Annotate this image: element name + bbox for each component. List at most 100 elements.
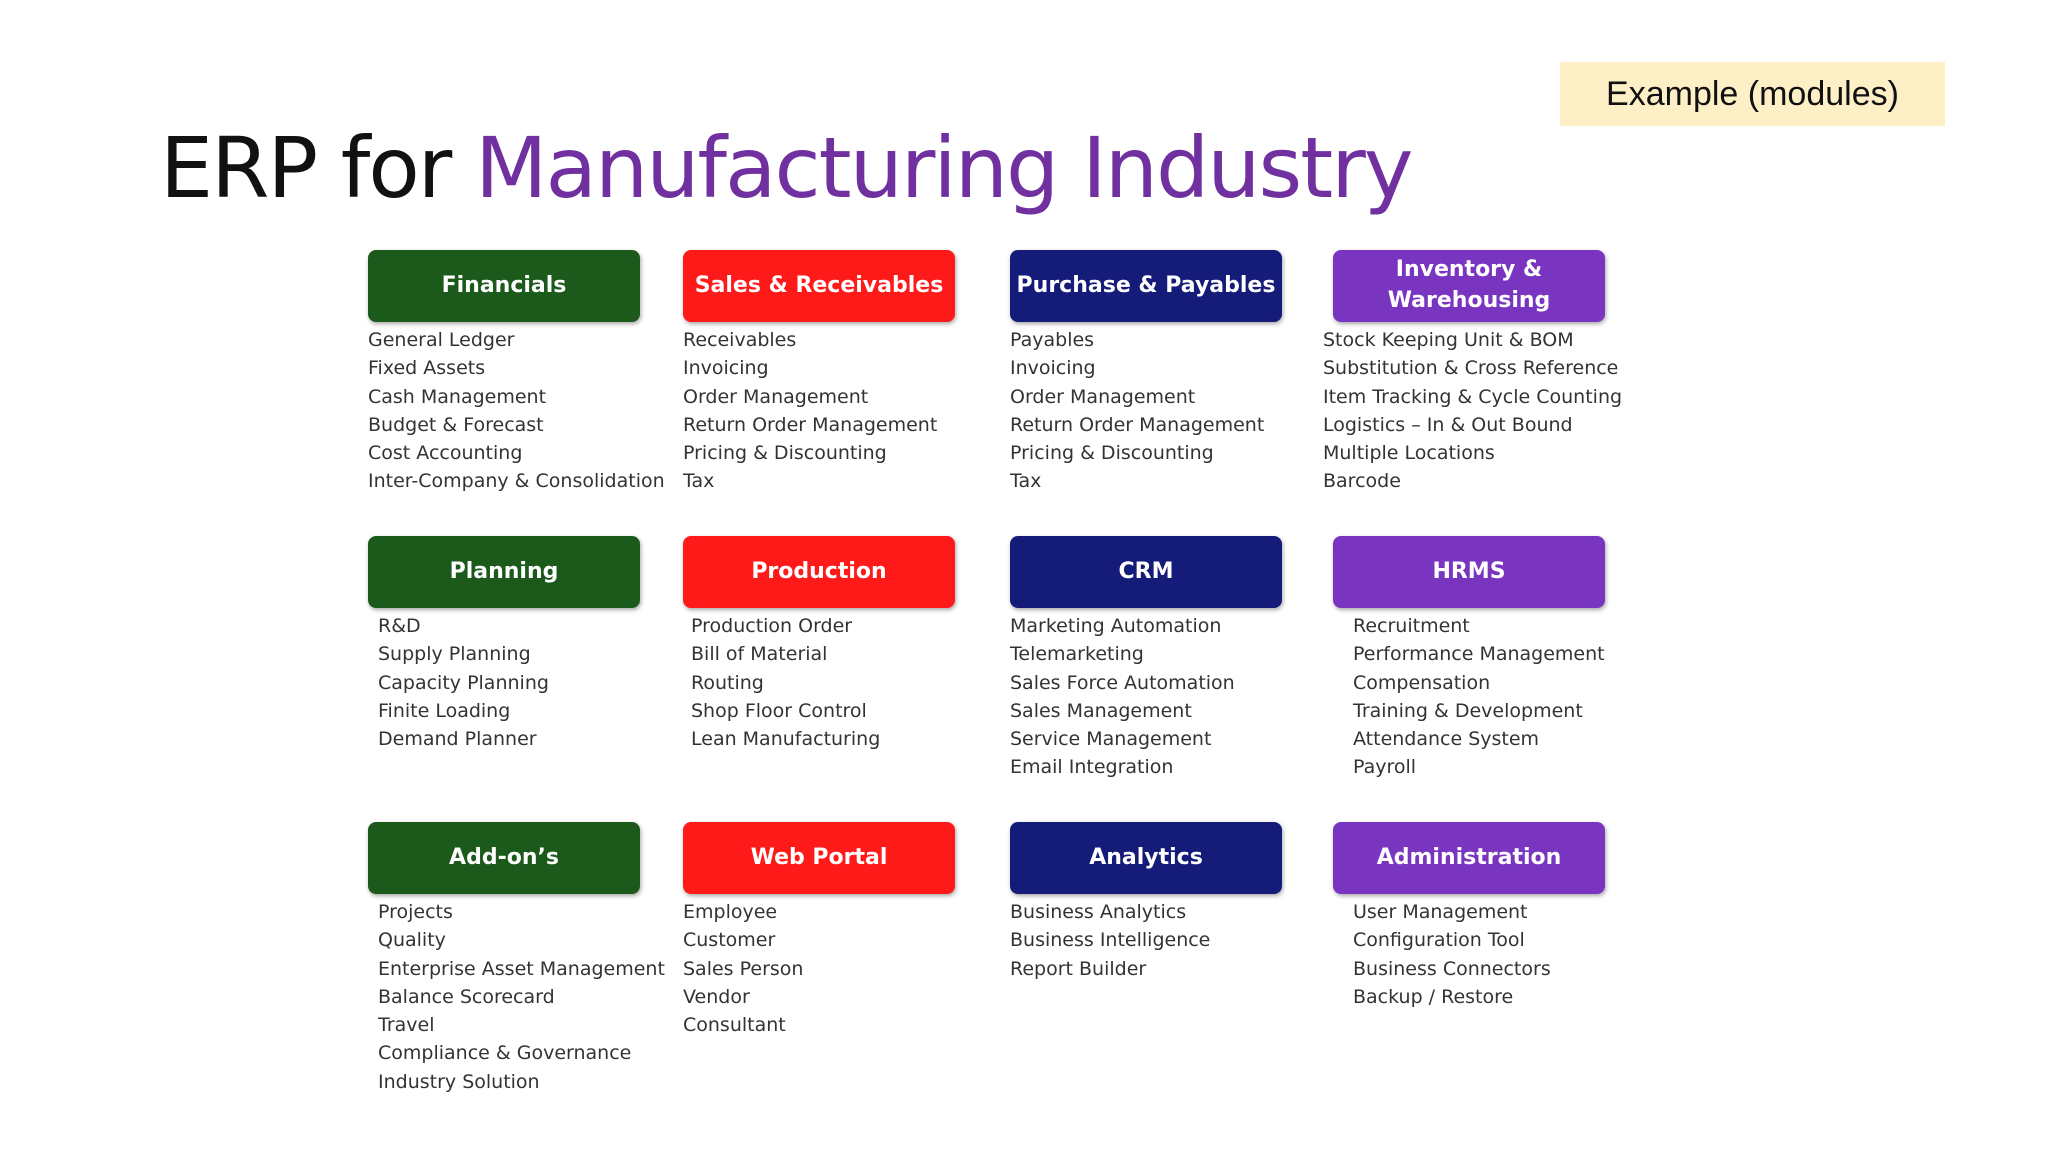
module-item: Email Integration bbox=[1010, 756, 1174, 779]
module-item-list: Stock Keeping Unit & BOM Substitution & C… bbox=[1323, 326, 1622, 496]
module-item: Balance Scorecard bbox=[378, 985, 555, 1008]
module-item: Supply Planning bbox=[378, 643, 531, 666]
module-item: Demand Planner bbox=[378, 728, 537, 751]
module-item-list: Business Analytics Business Intelligence R… bbox=[1010, 898, 1282, 983]
module-item: Enterprise Asset Management bbox=[378, 957, 665, 980]
module-title: Analytics bbox=[1089, 844, 1203, 870]
module-item: Compensation bbox=[1353, 671, 1491, 694]
example-modules-tag: Example (modules) bbox=[1560, 62, 1945, 126]
module-item: Sales Force Automation bbox=[1010, 671, 1235, 694]
module-header: Add-on’s bbox=[368, 822, 640, 894]
module-item: Business Analytics bbox=[1010, 901, 1187, 923]
module-item: Marketing Automation bbox=[1010, 615, 1222, 637]
page-title: ERP for Manufacturing Industry bbox=[160, 118, 1413, 219]
module-add-ons: Add-on’s Projects Quality Enterprise Asset … bbox=[368, 822, 665, 1096]
module-administration: Administration User Management Configurati… bbox=[1333, 822, 1605, 1011]
module-header: Planning bbox=[368, 536, 640, 608]
module-item: Payroll bbox=[1353, 756, 1417, 779]
module-crm: CRM Marketing Automation Telemarketing Sale… bbox=[1010, 536, 1282, 782]
module-item-list: Recruitment Performance Management Compens… bbox=[1353, 612, 1605, 782]
module-header: CRM bbox=[1010, 536, 1282, 608]
module-item: Bill of Material bbox=[691, 643, 828, 666]
module-item: Invoicing bbox=[683, 357, 769, 380]
module-item: Routing bbox=[691, 671, 764, 694]
module-header: Inventory & Warehousing bbox=[1333, 250, 1605, 322]
module-title: Financials bbox=[441, 272, 567, 298]
module-item: Tax bbox=[1010, 470, 1042, 493]
module-item: Industry Solution bbox=[378, 1070, 540, 1093]
module-item: Consultant bbox=[683, 1014, 786, 1037]
module-item: Order Management bbox=[1010, 385, 1196, 408]
module-title: CRM bbox=[1118, 558, 1174, 584]
module-title: Add-on’s bbox=[449, 844, 559, 870]
module-title: Administration bbox=[1376, 844, 1562, 870]
module-item: R&D bbox=[378, 615, 421, 637]
module-purchase-payables: Purchase & Payables Payables Invoicing Orde… bbox=[1010, 250, 1282, 496]
module-header: Web Portal bbox=[683, 822, 955, 894]
module-item: Employee bbox=[683, 901, 778, 923]
module-item: Barcode bbox=[1323, 470, 1401, 493]
module-item: Capacity Planning bbox=[378, 671, 549, 694]
module-item: Cost Accounting bbox=[368, 442, 523, 465]
module-title: Sales & Receivables bbox=[694, 272, 944, 298]
module-item: Pricing & Discounting bbox=[683, 442, 887, 465]
module-item: Sales Person bbox=[683, 957, 804, 980]
module-item: Service Management bbox=[1010, 728, 1212, 751]
module-item: Compliance & Governance bbox=[378, 1042, 632, 1065]
module-header: Sales & Receivables bbox=[683, 250, 955, 322]
module-item: Return Order Management bbox=[683, 413, 938, 436]
module-item-list: General Ledger Fixed Assets Cash Managemen… bbox=[368, 326, 665, 496]
module-item-list: Projects Quality Enterprise Asset Manageme… bbox=[378, 898, 665, 1096]
module-item: Production Order bbox=[691, 615, 853, 637]
module-item: Inter-Company & Consolidation bbox=[368, 470, 665, 493]
module-header: Production bbox=[683, 536, 955, 608]
module-title: HRMS bbox=[1432, 558, 1506, 584]
module-item: Return Order Management bbox=[1010, 413, 1265, 436]
module-item: General Ledger bbox=[368, 329, 515, 351]
module-item: Cash Management bbox=[368, 385, 547, 408]
module-production: Production Production Order Bill of Materi… bbox=[683, 536, 955, 753]
module-item: Payables bbox=[1010, 329, 1095, 351]
module-item: User Management bbox=[1353, 901, 1528, 923]
module-item: Report Builder bbox=[1010, 957, 1147, 980]
module-item-list: Receivables Invoicing Order Management Retu… bbox=[683, 326, 955, 496]
module-title: Production bbox=[751, 558, 887, 584]
module-item: Shop Floor Control bbox=[691, 699, 867, 722]
module-item: Attendance System bbox=[1353, 728, 1540, 751]
module-item: Finite Loading bbox=[378, 699, 511, 722]
module-inventory-warehousing: Inventory & Warehousing Stock Keeping Uni… bbox=[1323, 250, 1622, 496]
module-item-list: Employee Customer Sales Person Vendor Consul… bbox=[683, 898, 955, 1039]
module-planning: Planning R&D Supply Planning Capacity Plann… bbox=[368, 536, 640, 753]
module-item-list: Payables Invoicing Order Management Return … bbox=[1010, 326, 1282, 496]
module-item: Stock Keeping Unit & BOM bbox=[1323, 329, 1574, 351]
module-item: Backup / Restore bbox=[1353, 985, 1514, 1008]
module-item: Sales Management bbox=[1010, 699, 1192, 722]
module-title: Web Portal bbox=[750, 844, 888, 870]
module-hrms: HRMS Recruitment Performance Management Com… bbox=[1333, 536, 1605, 782]
module-header: Administration bbox=[1333, 822, 1605, 894]
title-prefix: ERP for bbox=[160, 119, 475, 217]
module-item: Logistics – In & Out Bound bbox=[1323, 413, 1573, 436]
module-item: Recruitment bbox=[1353, 615, 1470, 637]
module-item: Vendor bbox=[683, 985, 750, 1008]
module-item: Tax bbox=[683, 470, 715, 493]
module-item: Training & Development bbox=[1353, 699, 1583, 722]
module-item: Projects bbox=[378, 901, 453, 923]
module-header: Purchase & Payables bbox=[1010, 250, 1282, 322]
module-item: Quality bbox=[378, 929, 446, 952]
module-analytics: Analytics Business Analytics Business Inte… bbox=[1010, 822, 1282, 983]
module-item: Travel bbox=[378, 1014, 435, 1037]
module-title: Planning bbox=[449, 558, 559, 584]
module-header: Financials bbox=[368, 250, 640, 322]
module-item: Receivables bbox=[683, 329, 797, 351]
title-accent: Manufacturing Industry bbox=[475, 119, 1413, 217]
module-item: Lean Manufacturing bbox=[691, 728, 881, 751]
module-header: HRMS bbox=[1333, 536, 1605, 608]
module-item: Fixed Assets bbox=[368, 357, 486, 380]
module-item: Telemarketing bbox=[1010, 643, 1144, 666]
module-item: Item Tracking & Cycle Counting bbox=[1323, 385, 1623, 408]
module-title: Purchase & Payables bbox=[1016, 272, 1276, 298]
module-item-list: R&D Supply Planning Capacity Planning Finit… bbox=[378, 612, 640, 753]
module-item: Performance Management bbox=[1353, 643, 1605, 666]
module-item: Customer bbox=[683, 929, 776, 952]
